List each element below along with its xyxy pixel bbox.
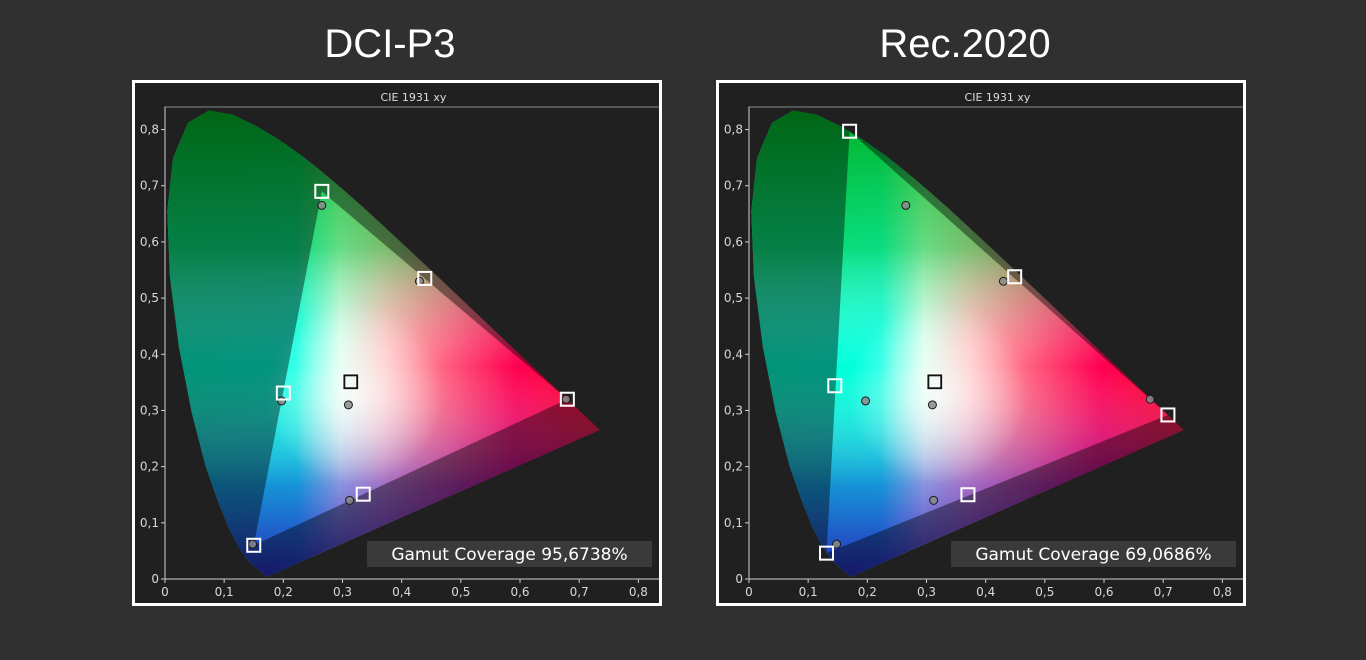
x-tick-label: 0 xyxy=(745,585,753,599)
y-tick-label: 0,8 xyxy=(140,123,159,137)
spectral-locus xyxy=(751,110,1184,577)
chart-panel-dci-p3: CIE 1931 xy 0 0,1 0,2 0,3 0,4 0,5 0,6 0,7 0,8 0 0,1… xyxy=(132,80,662,606)
x-tick-label: 0,4 xyxy=(392,585,411,599)
x-tick-label: 0,8 xyxy=(1213,585,1232,599)
gamut-coverage-box xyxy=(951,541,1236,567)
y-tick-label: 0,4 xyxy=(140,347,159,361)
y-tick-label: 0,1 xyxy=(724,516,743,530)
y-tick-label: 0 xyxy=(151,572,159,586)
x-tick-label: 0,6 xyxy=(1094,585,1113,599)
measured-point xyxy=(998,276,1008,286)
target-point xyxy=(1007,269,1023,285)
y-tick-label: 0,2 xyxy=(724,460,743,474)
target-point xyxy=(275,385,291,401)
y-tick-label: 0,7 xyxy=(724,179,743,193)
chart-title: CIE 1931 xy xyxy=(381,91,447,104)
x-tick-label: 0,1 xyxy=(215,585,234,599)
y-tick-label: 0 xyxy=(735,572,743,586)
x-tick-label: 0,4 xyxy=(976,585,995,599)
measured-point xyxy=(248,539,258,549)
chart-heading-dci-p3: DCI-P3 xyxy=(324,22,456,66)
measured-point xyxy=(345,495,355,505)
chart-panel-rec2020: CIE 1931 xy 0 0,1 0,2 0,3 0,4 0,5 0,6 0,7 0,8 0 0,1… xyxy=(716,80,1246,606)
y-tick-label: 0,3 xyxy=(140,403,159,417)
target-point xyxy=(343,374,359,390)
x-tick-label: 0,7 xyxy=(1154,585,1173,599)
measured-point xyxy=(561,394,571,404)
measured-point xyxy=(861,396,871,406)
target-point xyxy=(960,487,976,503)
target-point-outline xyxy=(342,373,360,391)
y-tick-label: 0,8 xyxy=(724,123,743,137)
y-tick-label: 0,1 xyxy=(140,516,159,530)
y-tick-label: 0,5 xyxy=(140,291,159,305)
x-tick-label: 0,8 xyxy=(629,585,648,599)
measured-point xyxy=(317,200,327,210)
x-tick-label: 0,6 xyxy=(510,585,529,599)
target-point xyxy=(1160,407,1176,423)
x-tick-label: 0,1 xyxy=(799,585,818,599)
chart-title: CIE 1931 xy xyxy=(965,91,1031,104)
y-tick-label: 0,4 xyxy=(724,347,743,361)
measured-point xyxy=(343,400,353,410)
target-point xyxy=(417,270,433,286)
y-tick-label: 0,6 xyxy=(724,235,743,249)
y-tick-label: 0,5 xyxy=(724,291,743,305)
target-point xyxy=(314,183,330,199)
target-point xyxy=(246,537,262,553)
target-point xyxy=(819,545,835,561)
x-tick-label: 0,3 xyxy=(917,585,936,599)
measured-point xyxy=(901,200,911,210)
spectral-locus xyxy=(167,110,600,577)
gamut-coverage-label: Gamut Coverage 95,6738% xyxy=(391,545,627,565)
cie-chart-dci-p3: CIE 1931 xy 0 0,1 0,2 0,3 0,4 0,5 0,6 0,7 0,8 0 0,1… xyxy=(140,91,659,599)
cie-chart-rec2020: CIE 1931 xy 0 0,1 0,2 0,3 0,4 0,5 0,6 0,7 0,8 0 0,1… xyxy=(724,91,1243,599)
target-point xyxy=(355,486,371,502)
x-tick-label: 0,2 xyxy=(274,585,293,599)
x-tick-label: 0,5 xyxy=(451,585,470,599)
target-point xyxy=(842,123,858,139)
x-tick-label: 0,7 xyxy=(570,585,589,599)
x-tick-label: 0,2 xyxy=(858,585,877,599)
y-tick-label: 0,7 xyxy=(140,179,159,193)
x-tick-label: 0,3 xyxy=(333,585,352,599)
x-tick-label: 0,5 xyxy=(1035,585,1054,599)
target-point-outline xyxy=(926,373,944,391)
measured-point xyxy=(1145,394,1155,404)
x-tick-label: 0 xyxy=(161,585,169,599)
measured-point xyxy=(277,396,287,406)
measured-point xyxy=(929,495,939,505)
gamut-coverage-label: Gamut Coverage 69,0686% xyxy=(975,545,1211,565)
gamut-coverage-box xyxy=(367,541,652,567)
chart-heading-rec2020: Rec.2020 xyxy=(879,22,1051,66)
y-tick-label: 0,2 xyxy=(140,460,159,474)
target-point xyxy=(827,378,843,394)
target-point xyxy=(927,374,943,390)
measured-point xyxy=(832,539,842,549)
measured-point xyxy=(927,400,937,410)
y-tick-label: 0,3 xyxy=(724,403,743,417)
y-tick-label: 0,6 xyxy=(140,235,159,249)
target-point xyxy=(559,391,575,407)
